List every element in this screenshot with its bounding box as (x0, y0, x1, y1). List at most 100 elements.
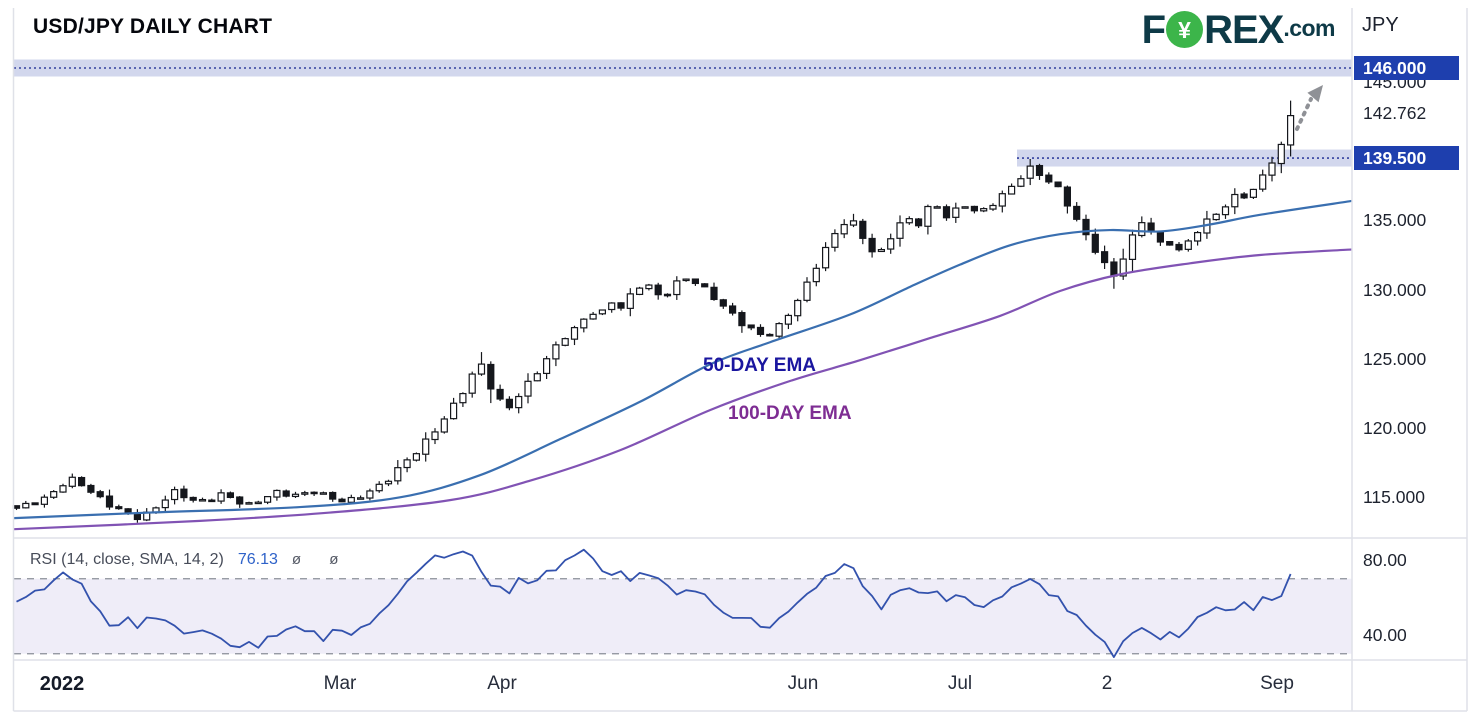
candle-up (570, 327, 579, 340)
candle-up (1138, 222, 1146, 237)
candle-up (561, 338, 569, 346)
candle-down (87, 484, 95, 493)
price-axis-currency-label: JPY (1362, 14, 1399, 36)
candle-down (96, 491, 104, 498)
candle-down (1166, 241, 1174, 246)
logo-yen-coin-icon: ¥ (1166, 11, 1204, 48)
candle-up (440, 418, 448, 433)
logo-text-f: F (1141, 7, 1166, 52)
x-axis-label-Apr: Apr (487, 673, 517, 694)
candle-up (524, 380, 532, 397)
y-axis-tick-115.000: 115.000 (1363, 487, 1425, 508)
candle-up (961, 206, 969, 209)
candle-up (784, 314, 793, 325)
candle-up (821, 246, 830, 269)
candle-down (654, 284, 662, 296)
rsi-axis-tick-80.00: 80.00 (1363, 550, 1407, 570)
candle-up (1268, 162, 1276, 176)
candle-down (12, 505, 21, 509)
candle-up (301, 492, 309, 495)
candle-up (635, 287, 644, 296)
breakout-arrow-tail (1295, 97, 1313, 131)
candle-up (896, 222, 904, 239)
candle-up (217, 492, 225, 502)
candle-up (264, 496, 272, 503)
x-axis-label-Sep: Sep (1260, 673, 1294, 694)
candle-up (431, 431, 439, 441)
candle-down (691, 278, 700, 285)
candle-down (914, 218, 923, 227)
candle-down (496, 388, 504, 400)
candle-down (942, 206, 951, 219)
rsi-settings-icons[interactable]: ø ø (291, 551, 351, 568)
candle-down (868, 237, 876, 253)
candle-up (450, 402, 458, 420)
candle-up (1184, 240, 1192, 250)
candle-down (663, 293, 672, 297)
candle-up (877, 248, 886, 253)
logo-text-rex: REX (1204, 7, 1284, 52)
candle-up (384, 480, 393, 485)
rsi-params-label: RSI (14, close, SMA, 14, 2) (30, 551, 224, 568)
candle-down (226, 492, 234, 499)
candle-up (905, 218, 913, 224)
candle-up (580, 318, 588, 329)
candle-up (542, 358, 551, 375)
candle-up (682, 278, 690, 282)
candle-down (756, 326, 765, 335)
candle-up (59, 485, 67, 493)
y-axis-tick-120.000: 120.000 (1363, 418, 1427, 439)
candle-up (1119, 258, 1127, 277)
candle-up (552, 344, 560, 360)
candle-up (291, 493, 300, 498)
candle-down (617, 302, 625, 309)
candle-up (933, 206, 941, 209)
candle-up (775, 323, 783, 337)
resistance-band-146.000 (14, 59, 1352, 77)
candle-up (273, 489, 281, 498)
price-level-badge-146.000[interactable]: 146.000 (1354, 56, 1459, 80)
candle-down (710, 286, 718, 301)
candle-up (812, 267, 820, 283)
resistance-band-139.500 (1017, 149, 1352, 167)
logo-tld: .com (1283, 15, 1335, 41)
candle-down (970, 205, 979, 212)
candle-down (1063, 186, 1072, 207)
x-axis-label-Mar: Mar (323, 673, 357, 694)
candle-down (77, 476, 86, 487)
candle-up (1259, 174, 1267, 190)
candle-up (849, 220, 858, 226)
candle-down (1110, 261, 1118, 277)
candle-down (124, 508, 132, 514)
candle-up (840, 223, 848, 235)
candle-down (1175, 243, 1183, 251)
candle-down (310, 491, 318, 495)
candle-down (1045, 174, 1053, 183)
breakout-arrow-head (1307, 85, 1323, 103)
candle-up (357, 497, 365, 500)
forex-com-logo: F ¥ REX .com (1141, 7, 1336, 52)
candle-down (115, 506, 123, 510)
candle-up (40, 496, 49, 505)
candle-up (794, 299, 802, 317)
x-axis-label-Jul: Jul (947, 673, 973, 694)
candle-up (1212, 213, 1220, 221)
price-level-badge-139.500[interactable]: 139.500 (1354, 146, 1459, 171)
candle-up (1249, 188, 1258, 198)
rsi-indicator-header: RSI (14, close, SMA, 14, 2) 76.13 ø ø (30, 551, 350, 569)
y-axis-tick-142.762: 142.762 (1363, 102, 1427, 123)
candle-up (366, 490, 374, 499)
candle-up (171, 489, 179, 501)
y-axis-tick-125.000: 125.000 (1363, 348, 1427, 369)
candle-up (477, 363, 486, 375)
candle-up (998, 193, 1006, 207)
candle-up (831, 232, 839, 248)
candle-down (747, 324, 755, 329)
candle-up (1231, 193, 1239, 208)
candle-up (459, 392, 467, 404)
candlestick-series (12, 100, 1295, 523)
candle-down (236, 496, 244, 505)
candle-down (105, 495, 114, 508)
chart-title: USD/JPY DAILY CHART (33, 15, 273, 38)
candle-down (31, 502, 39, 506)
